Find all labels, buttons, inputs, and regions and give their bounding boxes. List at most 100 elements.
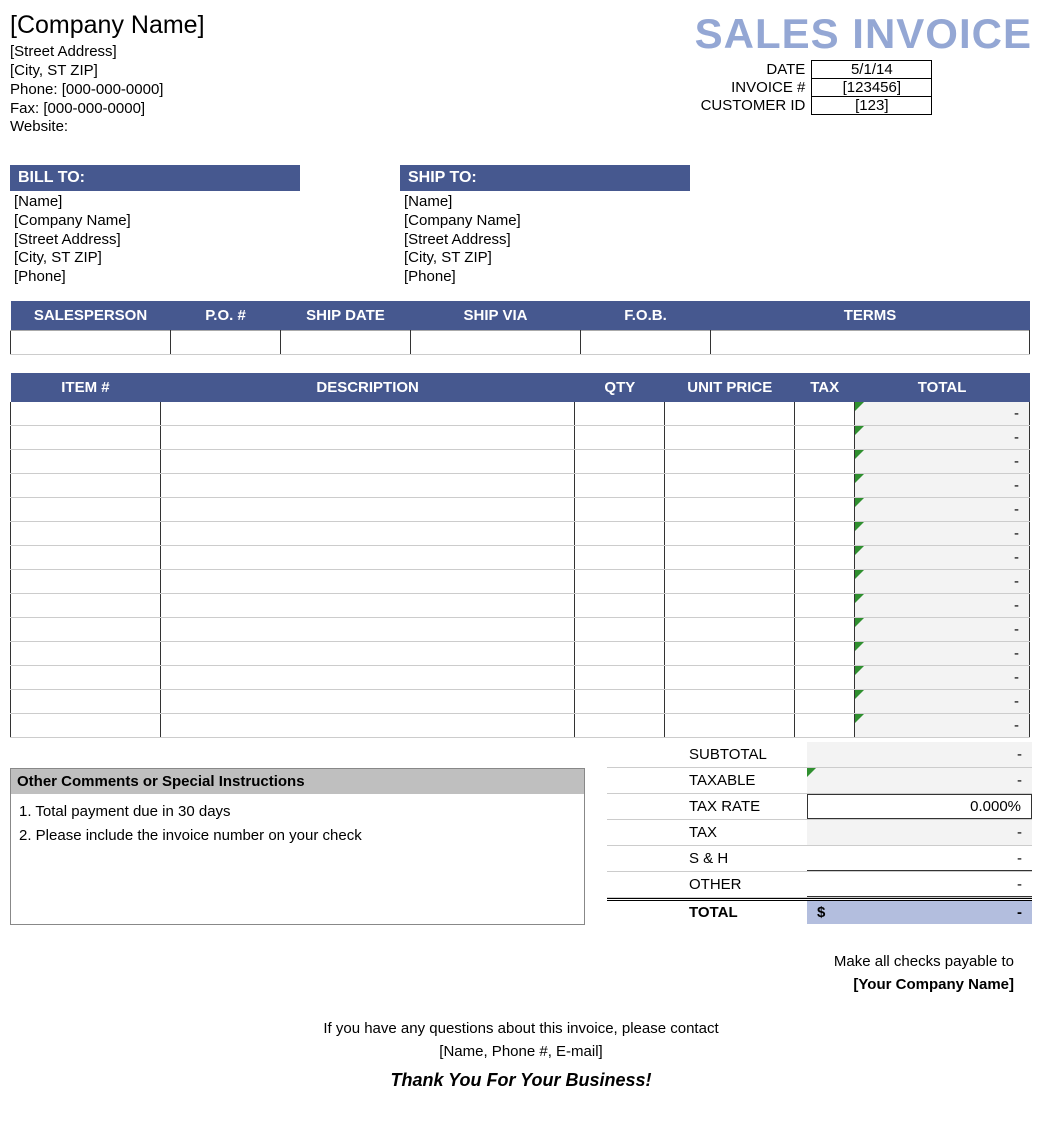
col-salesperson: SALESPERSON	[11, 301, 171, 331]
item-row[interactable]: -	[11, 570, 1030, 594]
bill-to-city: [City, ST ZIP]	[14, 249, 296, 268]
bill-to-street: [Street Address]	[14, 231, 296, 250]
col-terms: TERMS	[711, 301, 1030, 331]
company-phone: Phone: [000-000-0000]	[10, 81, 205, 100]
item-row[interactable]: -	[11, 666, 1030, 690]
col-qty: QTY	[575, 373, 665, 402]
header-row: [Company Name] [Street Address] [City, S…	[10, 10, 1032, 137]
indicator-icon	[855, 402, 864, 411]
ship-to-city: [City, ST ZIP]	[404, 249, 686, 268]
indicator-icon	[855, 474, 864, 483]
other-label: OTHER	[607, 876, 807, 893]
thank-you-line: Thank You For Your Business!	[10, 1067, 1032, 1094]
footer: Make all checks payable to [Your Company…	[10, 951, 1032, 1094]
item-total-value: -	[1014, 429, 1019, 446]
ship-to-name: [Name]	[404, 193, 686, 212]
meta-table: DATE 5/1/14 INVOICE # [123456] CUSTOMER …	[695, 60, 933, 115]
summary-block: SUBTOTAL - TAXABLE - TAX RATE 0.000% TAX…	[607, 742, 1032, 924]
bill-to-block: BILL TO: [Name] [Company Name] [Street A…	[10, 165, 300, 287]
ship-to-heading: SHIP TO:	[400, 165, 690, 191]
item-row[interactable]: -	[11, 714, 1030, 738]
comments-heading: Other Comments or Special Instructions	[11, 769, 584, 794]
grand-total-label: TOTAL	[607, 904, 807, 921]
meta-customer-label: CUSTOMER ID	[695, 97, 812, 115]
ship-detail-table: SALESPERSON P.O. # SHIP DATE SHIP VIA F.…	[10, 301, 1030, 355]
meta-invoice-label: INVOICE #	[695, 79, 812, 97]
ship-detail-row[interactable]	[11, 330, 1030, 354]
grand-total-value: $ -	[807, 901, 1032, 924]
other-value[interactable]: -	[807, 872, 1032, 897]
item-row[interactable]: -	[11, 690, 1030, 714]
company-fax: Fax: [000-000-0000]	[10, 100, 205, 119]
col-tax: TAX	[795, 373, 855, 402]
meta-date-label: DATE	[695, 61, 812, 79]
item-row[interactable]: -	[11, 594, 1030, 618]
subtotal-label: SUBTOTAL	[607, 746, 807, 763]
company-block: [Company Name] [Street Address] [City, S…	[10, 10, 205, 137]
item-total-value: -	[1014, 645, 1019, 662]
bottom-row: Other Comments or Special Instructions 1…	[10, 742, 1032, 925]
indicator-icon	[855, 570, 864, 579]
item-row[interactable]: -	[11, 522, 1030, 546]
bill-to-company: [Company Name]	[14, 212, 296, 231]
ship-to-block: SHIP TO: [Name] [Company Name] [Street A…	[400, 165, 690, 287]
item-row[interactable]: -	[11, 642, 1030, 666]
comments-box: Other Comments or Special Instructions 1…	[10, 768, 585, 925]
item-row[interactable]: -	[11, 498, 1030, 522]
item-total-value: -	[1014, 573, 1019, 590]
indicator-icon	[855, 594, 864, 603]
indicator-icon	[855, 450, 864, 459]
ship-to-street: [Street Address]	[404, 231, 686, 250]
indicator-icon	[855, 618, 864, 627]
col-description: DESCRIPTION	[160, 373, 575, 402]
invoice-title: SALES INVOICE	[695, 10, 1032, 58]
currency-symbol: $	[817, 904, 825, 921]
subtotal-value: -	[807, 742, 1032, 767]
col-shipvia: SHIP VIA	[411, 301, 581, 331]
indicator-icon	[855, 690, 864, 699]
col-fob: F.O.B.	[581, 301, 711, 331]
item-total-value: -	[1014, 501, 1019, 518]
item-row[interactable]: -	[11, 546, 1030, 570]
bill-to-heading: BILL TO:	[10, 165, 300, 191]
item-total-value: -	[1014, 525, 1019, 542]
item-row[interactable]: -	[11, 474, 1030, 498]
company-name: [Company Name]	[10, 10, 205, 41]
contact-line: If you have any questions about this inv…	[10, 1018, 1032, 1041]
address-row: BILL TO: [Name] [Company Name] [Street A…	[10, 165, 1032, 287]
item-row[interactable]: -	[11, 402, 1030, 426]
indicator-icon	[855, 714, 864, 723]
meta-date-value[interactable]: 5/1/14	[812, 61, 932, 79]
col-shipdate: SHIP DATE	[281, 301, 411, 331]
meta-invoice-value[interactable]: [123456]	[812, 79, 932, 97]
item-row[interactable]: -	[11, 426, 1030, 450]
bill-to-name: [Name]	[14, 193, 296, 212]
col-unit-price: UNIT PRICE	[665, 373, 795, 402]
meta-customer-value[interactable]: [123]	[812, 97, 932, 115]
indicator-icon	[855, 522, 864, 531]
sh-label: S & H	[607, 850, 807, 867]
col-total: TOTAL	[855, 373, 1030, 402]
item-total-value: -	[1014, 669, 1019, 686]
payable-line: Make all checks payable to	[10, 951, 1014, 974]
item-total-value: -	[1014, 597, 1019, 614]
item-total-value: -	[1014, 549, 1019, 566]
comment-line-1: 1. Total payment due in 30 days	[19, 800, 576, 824]
item-row[interactable]: -	[11, 618, 1030, 642]
payable-name: [Your Company Name]	[10, 974, 1014, 997]
item-total-value: -	[1014, 405, 1019, 422]
item-row[interactable]: -	[11, 450, 1030, 474]
item-total-value: -	[1014, 693, 1019, 710]
indicator-icon	[855, 546, 864, 555]
sh-value[interactable]: -	[807, 846, 1032, 871]
item-total-value: -	[1014, 477, 1019, 494]
col-item-no: ITEM #	[11, 373, 161, 402]
taxrate-value[interactable]: 0.000%	[807, 794, 1032, 819]
indicator-icon	[855, 666, 864, 675]
contact-detail: [Name, Phone #, E-mail]	[10, 1041, 1032, 1064]
company-website: Website:	[10, 118, 205, 137]
tax-value: -	[807, 820, 1032, 845]
item-total-value: -	[1014, 621, 1019, 638]
indicator-icon	[807, 768, 816, 777]
comments-body[interactable]: 1. Total payment due in 30 days 2. Pleas…	[11, 794, 584, 924]
